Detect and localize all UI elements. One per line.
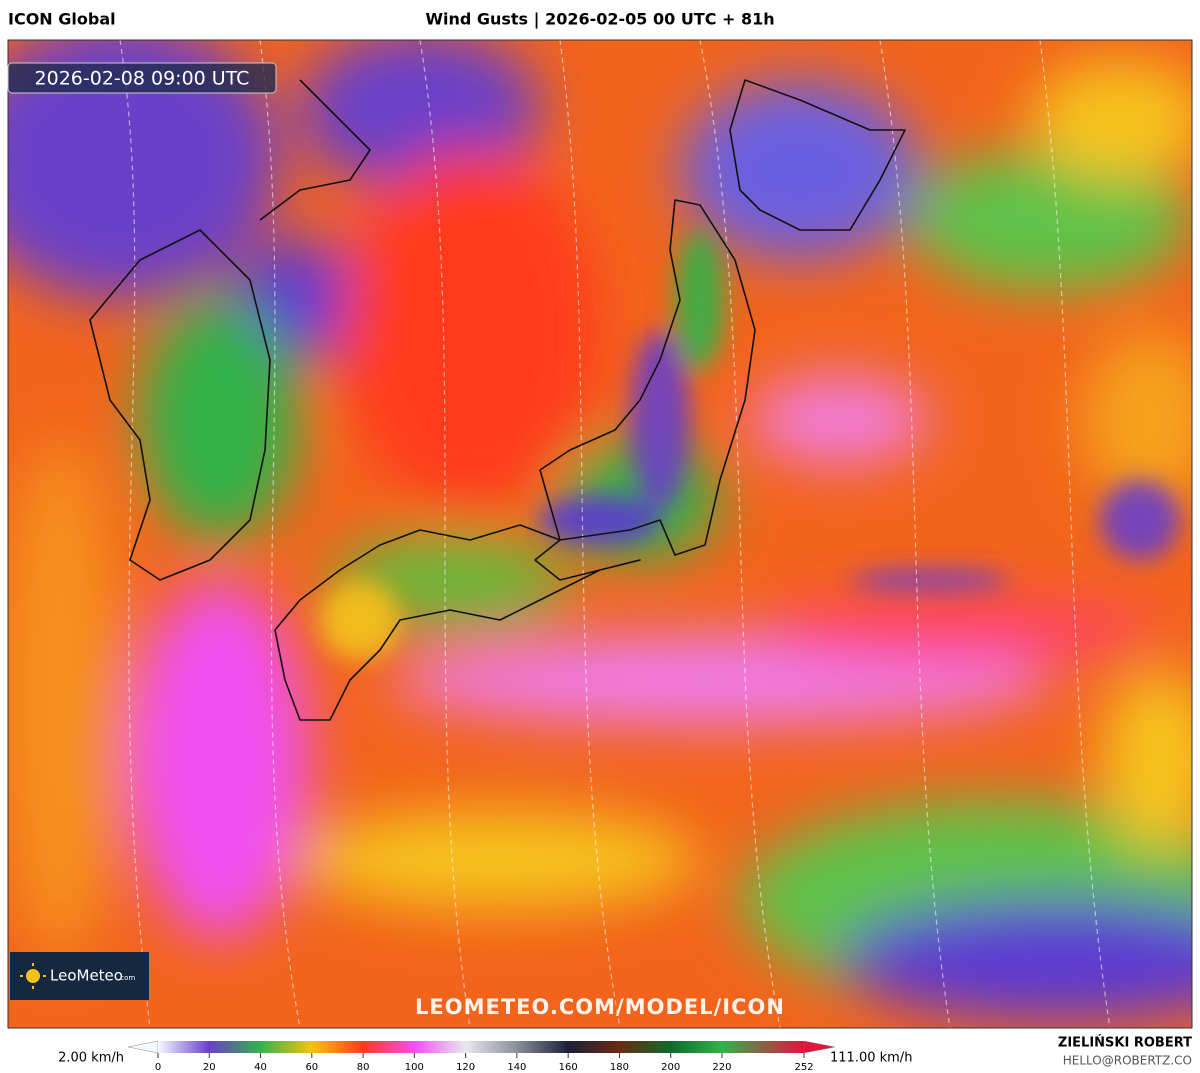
- time-box: [7, 62, 277, 94]
- model-name: ICON Global: [8, 10, 116, 29]
- colorbar-tick-label: 120: [456, 1062, 475, 1073]
- colorbar: 0 20 40 60 80 100 120 140 160 180 200 220 252: [127, 1040, 836, 1073]
- map-title: Wind Gusts | 2026-02-05 00 UTC + 81h: [425, 10, 774, 30]
- colorbar-tick-label: 160: [559, 1062, 578, 1073]
- colorbar-tick-label: 100: [405, 1062, 424, 1073]
- colorbar-tick-label: 140: [507, 1062, 526, 1073]
- email: HELLO@ROBERTZ.CO: [1063, 1054, 1192, 1068]
- author: ZIELIŃSKI ROBERT: [1058, 1035, 1192, 1051]
- logo-sun: [26, 969, 40, 983]
- map-field: [8, 40, 1192, 1028]
- colorbar-tick-label: 252: [794, 1062, 813, 1073]
- colorbar-tick-label: 40: [254, 1062, 267, 1073]
- colorbar-max-label: 111.00 km/h: [830, 1051, 912, 1066]
- logo-suffix: .com: [118, 974, 135, 982]
- watermark: LEOMETEO.COM/MODEL/ICON: [415, 995, 785, 1019]
- colorbar-tick-label: 200: [661, 1062, 680, 1073]
- map-frame: [7, 39, 1193, 1029]
- colorbar-tick-label: 80: [357, 1062, 370, 1073]
- valid-time: 2026-02-08 09:00 UTC: [35, 68, 250, 90]
- colorbar-tick-label: 60: [305, 1062, 318, 1073]
- colorbar-tick-label: 0: [155, 1062, 161, 1073]
- colorbar-tick-label: 20: [203, 1062, 216, 1073]
- logo-rays: [20, 963, 46, 989]
- logo-name: LeoMeteo: [50, 967, 123, 985]
- colorbar-tick-label: 220: [712, 1062, 731, 1073]
- colorbar-tick-label: 180: [610, 1062, 629, 1073]
- colorbar-min-label: 2.00 km/h: [58, 1051, 124, 1066]
- colorbar-scale: [158, 1041, 804, 1053]
